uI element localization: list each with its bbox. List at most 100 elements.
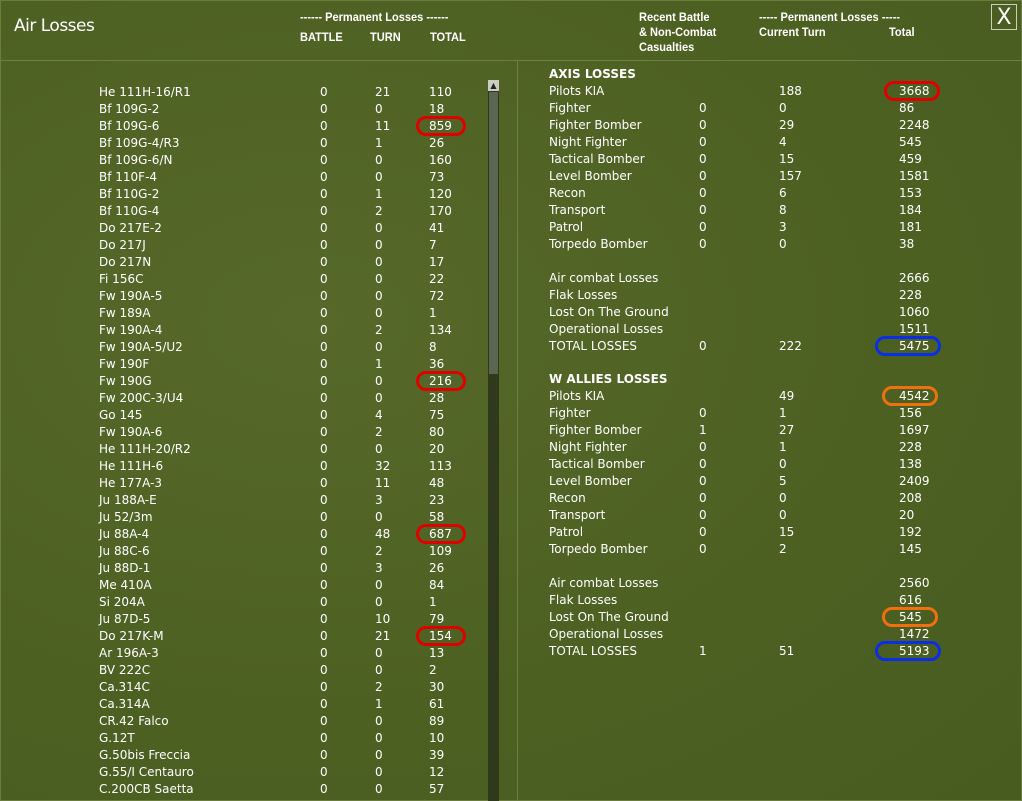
total-value: 75 (429, 408, 445, 422)
row-label: Torpedo Bomber (549, 237, 648, 251)
current-turn-value: 0 (779, 237, 787, 251)
turn-value: 21 (375, 629, 391, 643)
header-turn: TURN (370, 30, 401, 44)
total-value: 84 (429, 578, 445, 592)
total-value: 2560 (899, 576, 930, 590)
turn-value: 0 (375, 153, 383, 167)
battle-value: 0 (320, 340, 328, 354)
battle-value: 0 (320, 357, 328, 371)
header-total: TOTAL (430, 30, 466, 44)
current-turn-value: 8 (779, 203, 787, 217)
turn-value: 0 (375, 238, 383, 252)
current-turn-value: 222 (779, 339, 802, 353)
turn-value: 2 (375, 323, 383, 337)
scroll-up-button[interactable]: ▲ (488, 80, 499, 91)
total-value: 616 (899, 593, 922, 607)
total-value: 58 (429, 510, 445, 524)
total-value: 1060 (899, 305, 930, 319)
total-value: 1581 (899, 169, 930, 183)
aircraft-name: He 111H-6 (99, 459, 164, 473)
aircraft-name: G.12T (99, 731, 135, 745)
battle-value: 0 (320, 442, 328, 456)
recent-value: 1 (699, 423, 707, 437)
total-value: 154 (429, 629, 452, 643)
total-value: 86 (899, 101, 915, 115)
battle-value: 0 (320, 680, 328, 694)
aircraft-name: C.200CB Saetta (99, 782, 194, 796)
turn-value: 0 (375, 442, 383, 456)
recent-value: 0 (699, 169, 707, 183)
current-turn-value: 1 (779, 406, 787, 420)
turn-value: 0 (375, 748, 383, 762)
aircraft-name: He 111H-16/R1 (99, 85, 191, 99)
aircraft-name: Fw 200C-3/U4 (99, 391, 184, 405)
close-button[interactable]: X (991, 4, 1017, 30)
total-value: 134 (429, 323, 452, 337)
turn-value: 0 (375, 646, 383, 660)
total-value: 20 (429, 442, 445, 456)
scrollbar-thumb[interactable] (489, 92, 498, 374)
turn-value: 1 (375, 187, 383, 201)
battle-value: 0 (320, 782, 328, 796)
aircraft-name: Ju 87D-5 (99, 612, 151, 626)
row-label: Patrol (549, 220, 584, 234)
turn-value: 1 (375, 697, 383, 711)
current-turn-value: 1 (779, 440, 787, 454)
total-value: 2666 (899, 271, 930, 285)
aircraft-name: Ca.314A (99, 697, 150, 711)
total-value: 145 (899, 542, 922, 556)
aircraft-name: Ju 88C-6 (99, 544, 150, 558)
total-value: 459 (899, 152, 922, 166)
battle-value: 0 (320, 187, 328, 201)
total-value: 859 (429, 119, 452, 133)
highlight-circle (884, 81, 940, 101)
row-label: Torpedo Bomber (549, 542, 648, 556)
current-turn-value: 51 (779, 644, 795, 658)
turn-value: 0 (375, 289, 383, 303)
aircraft-name: Ju 88D-1 (99, 561, 151, 575)
battle-value: 0 (320, 391, 328, 405)
header-current-turn: Current Turn (759, 25, 826, 39)
aircraft-name: BV 222C (99, 663, 151, 677)
battle-value: 0 (320, 527, 328, 541)
turn-value: 3 (375, 493, 383, 507)
total-value: 89 (429, 714, 445, 728)
row-label: Lost On The Ground (549, 305, 669, 319)
total-value: 138 (899, 457, 922, 471)
battle-value: 0 (320, 289, 328, 303)
highlight-circle (416, 116, 466, 136)
recent-value: 0 (699, 406, 707, 420)
panel-divider (517, 61, 518, 801)
total-value: 228 (899, 440, 922, 454)
battle-value: 0 (320, 238, 328, 252)
total-value: 41 (429, 221, 445, 235)
battle-value: 0 (320, 85, 328, 99)
current-turn-value: 6 (779, 186, 787, 200)
total-value: 5193 (899, 644, 930, 658)
battle-value: 0 (320, 561, 328, 575)
recent-value: 0 (699, 135, 707, 149)
scrollbar-track[interactable] (488, 80, 499, 801)
total-value: 5475 (899, 339, 930, 353)
total-value: 4542 (899, 389, 930, 403)
turn-value: 11 (375, 476, 391, 490)
current-turn-value: 0 (779, 101, 787, 115)
aircraft-name: G.55/I Centauro (99, 765, 194, 779)
total-value: 61 (429, 697, 445, 711)
current-turn-value: 0 (779, 508, 787, 522)
section-title: W ALLIES LOSSES (549, 372, 668, 386)
current-turn-value: 29 (779, 118, 795, 132)
window-title: Air Losses (14, 16, 95, 36)
aircraft-name: CR.42 Falco (99, 714, 169, 728)
aircraft-name: Ju 188A-E (99, 493, 157, 507)
total-value: 20 (899, 508, 915, 522)
recent-value: 0 (699, 237, 707, 251)
total-value: 36 (429, 357, 445, 371)
total-value: 23 (429, 493, 445, 507)
aircraft-name: Fw 189A (99, 306, 151, 320)
total-value: 545 (899, 135, 922, 149)
current-turn-value: 0 (779, 457, 787, 471)
recent-value: 0 (699, 203, 707, 217)
recent-value: 0 (699, 491, 707, 505)
current-turn-value: 4 (779, 135, 787, 149)
